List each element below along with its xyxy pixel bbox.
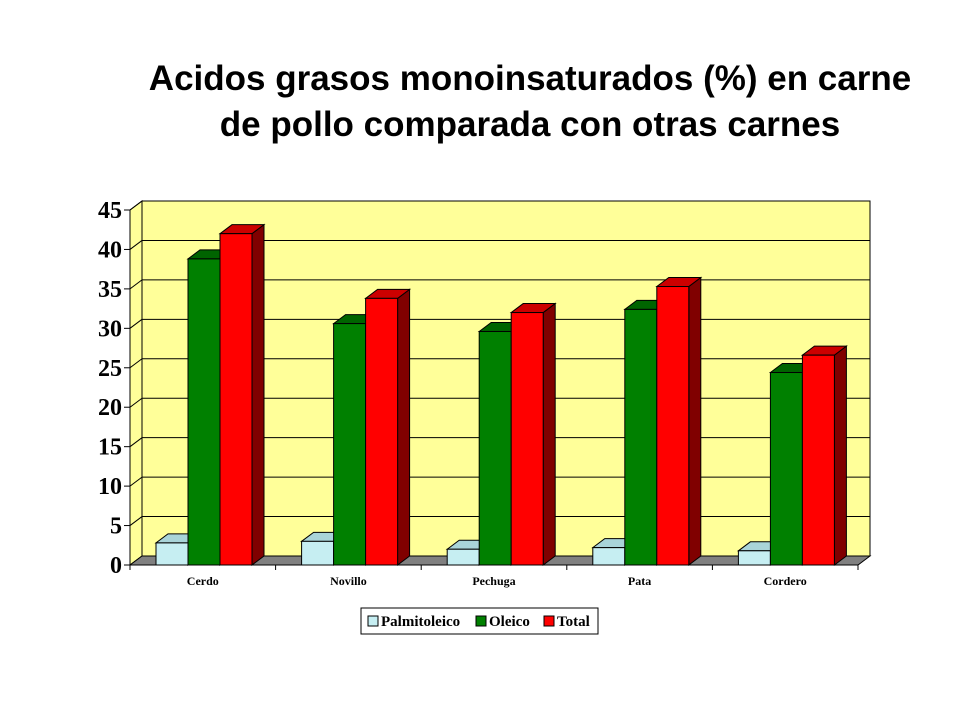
legend-swatch-total [543, 615, 555, 627]
bar-front [592, 547, 626, 566]
y-tick-label: 5 [110, 514, 122, 540]
bar-front [769, 372, 803, 566]
bar-side [688, 276, 702, 566]
x-tick-label: Novillo [330, 574, 367, 588]
gridline-side [129, 516, 143, 526]
bar-front [478, 330, 512, 566]
bar-front [333, 323, 367, 566]
gridline-side [129, 240, 143, 250]
bar-front [656, 286, 690, 566]
legend-label-total: Total [557, 614, 590, 630]
y-tick-label: 35 [98, 277, 122, 303]
y-tick-label: 40 [98, 237, 122, 263]
bar-front [624, 308, 658, 566]
chart-title-line-1: Acidos grasos monoinsaturados (%) en car… [148, 59, 912, 98]
bar-front [365, 297, 399, 566]
bar-front [801, 354, 835, 566]
gridline-side [129, 200, 143, 211]
bar-front [155, 542, 189, 566]
gridline-side [129, 358, 143, 369]
bar-front [510, 312, 544, 566]
legend-swatch-oleico [475, 615, 487, 627]
legend-swatch-palmitoleico [367, 615, 379, 627]
chart-title-line-2: de pollo comparada con otras carnes [219, 105, 841, 144]
bar-side [397, 288, 411, 566]
legend: Palmitoleico Oleico Total [360, 607, 599, 635]
bar-front [219, 233, 253, 566]
bars [154, 223, 848, 566]
x-tick-label: Cerdo [187, 574, 219, 588]
side-wall [129, 200, 143, 566]
bar-side [542, 302, 556, 566]
bar-front [187, 258, 221, 566]
gridline-side [129, 397, 143, 408]
gridline-side [129, 318, 143, 329]
y-tick-label: 0 [110, 553, 122, 579]
bar-side [833, 345, 847, 566]
gridline-side [129, 279, 143, 290]
bar-front [446, 548, 480, 566]
y-tick-label: 30 [98, 316, 122, 342]
y-tick-label: 45 [98, 198, 122, 224]
legend-label-oleico: Oleico [489, 614, 530, 630]
bar-side [251, 223, 265, 566]
bar-total-cerdo [218, 223, 266, 566]
bar-total-pata [655, 276, 703, 566]
bar-total-novillo [364, 288, 412, 566]
chart-title: Acidos grasos monoinsaturados (%) en car… [90, 56, 960, 148]
gridline-side [129, 476, 143, 487]
x-tick-label: Pechuga [472, 574, 515, 588]
legend-label-palmitoleico: Palmitoleico [381, 614, 460, 630]
bar-front [301, 540, 335, 566]
x-tick-label: Cordero [764, 574, 807, 588]
y-tick-label: 15 [98, 435, 122, 461]
y-tick-label: 25 [98, 356, 122, 382]
y-axis: 0 5 10 15 20 25 30 35 40 45 [98, 198, 131, 579]
y-tick-label: 10 [98, 474, 122, 500]
bar-front [737, 550, 771, 566]
bar-total-pechuga [509, 302, 557, 566]
gridline-side [129, 437, 143, 448]
x-tick-label: Pata [628, 574, 651, 588]
x-axis: Cerdo Novillo Pechuga Pata Cordero [129, 564, 859, 588]
y-tick-label: 20 [98, 395, 122, 421]
bar-total-cordero [800, 345, 848, 566]
